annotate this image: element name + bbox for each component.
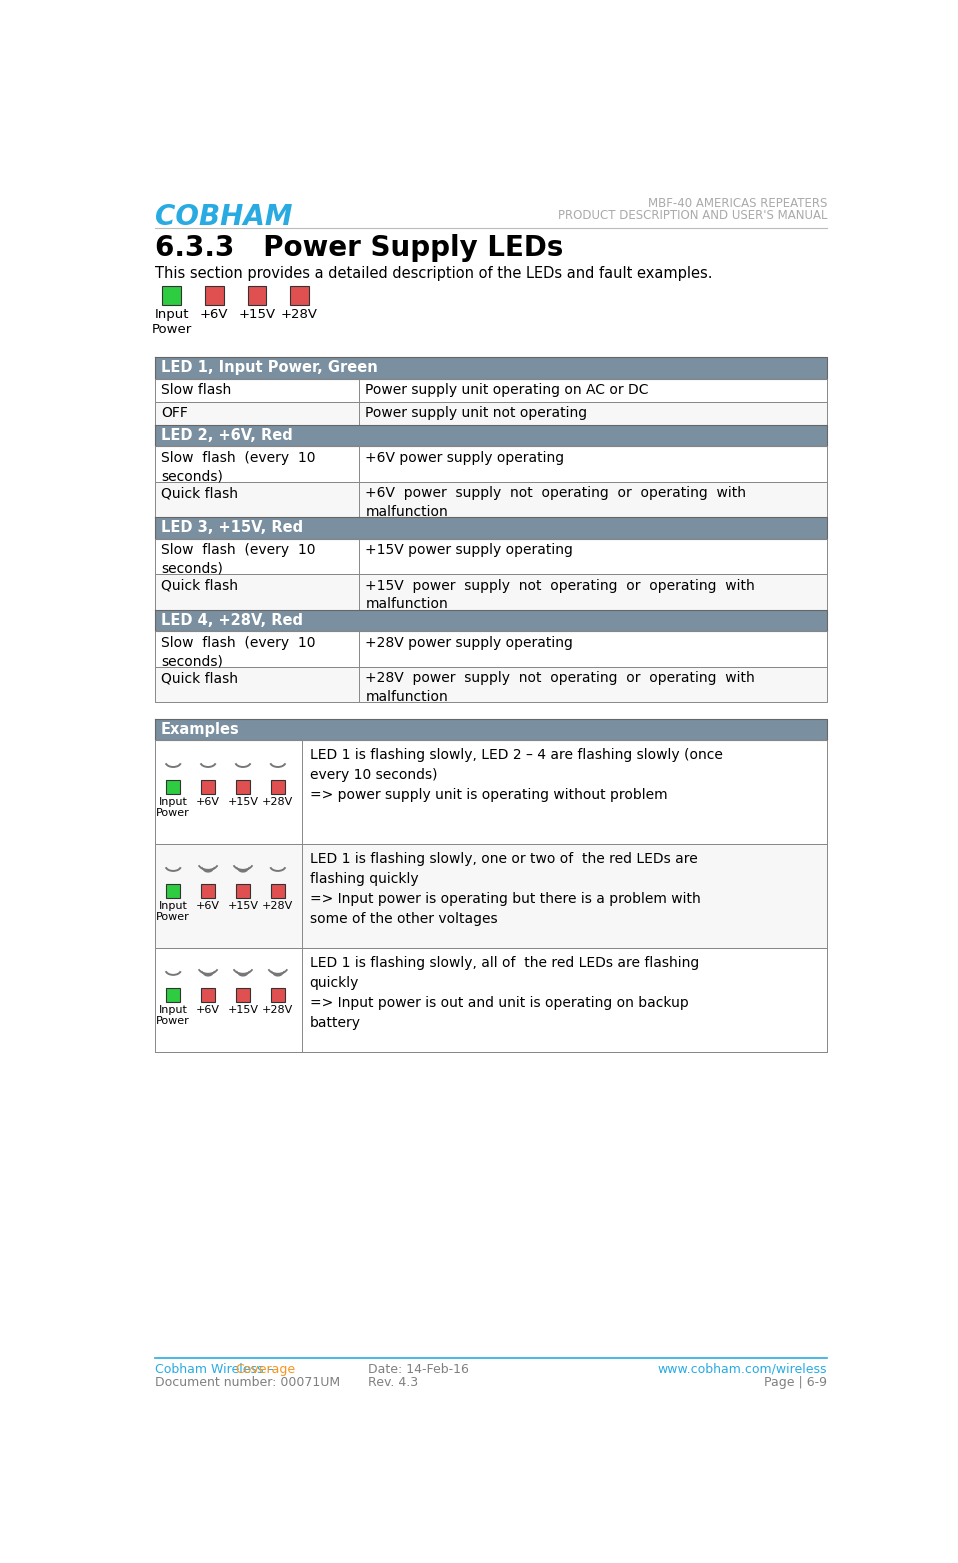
Text: Quick flash: Quick flash <box>161 671 238 685</box>
Text: Input
Power: Input Power <box>156 900 190 922</box>
Bar <box>154 447 828 481</box>
Text: +28V  power  supply  not  operating  or  operating  with
malfunction: +28V power supply not operating or opera… <box>365 671 755 703</box>
Text: Slow  flash  (every  10
seconds): Slow flash (every 10 seconds) <box>161 450 315 483</box>
Bar <box>236 885 250 899</box>
Text: OFF: OFF <box>161 406 188 420</box>
Bar <box>236 988 250 1002</box>
Bar <box>154 402 828 425</box>
Text: +6V power supply operating: +6V power supply operating <box>365 450 564 464</box>
Text: COBHAM: COBHAM <box>154 203 292 231</box>
Text: Quick flash: Quick flash <box>161 578 238 592</box>
Bar <box>290 286 308 305</box>
Text: Page | 6-9: Page | 6-9 <box>764 1377 828 1390</box>
Text: Document number: 00071UM: Document number: 00071UM <box>154 1377 340 1390</box>
Text: Cobham Wireless –: Cobham Wireless – <box>154 1363 278 1375</box>
Bar <box>201 780 216 794</box>
Bar <box>154 719 828 741</box>
Bar <box>236 780 250 794</box>
Text: Power supply unit not operating: Power supply unit not operating <box>365 406 587 420</box>
Bar <box>271 885 285 899</box>
Text: +6V: +6V <box>196 1005 220 1014</box>
Bar <box>247 286 266 305</box>
Text: LED 1 is flashing slowly, one or two of  the red LEDs are
flashing quickly
=> In: LED 1 is flashing slowly, one or two of … <box>309 852 700 927</box>
Bar <box>154 425 828 447</box>
Text: Rev. 4.3: Rev. 4.3 <box>368 1377 418 1390</box>
Text: 6.3.3   Power Supply LEDs: 6.3.3 Power Supply LEDs <box>154 234 563 261</box>
Text: LED 4, +28V, Red: LED 4, +28V, Red <box>161 613 303 628</box>
Bar <box>162 286 181 305</box>
Text: +15V  power  supply  not  operating  or  operating  with
malfunction: +15V power supply not operating or opera… <box>365 578 755 611</box>
Text: +15V: +15V <box>227 797 259 807</box>
Bar <box>271 988 285 1002</box>
Text: MBF-40 AMERICAS REPEATERS: MBF-40 AMERICAS REPEATERS <box>648 197 828 209</box>
Text: +6V  power  supply  not  operating  or  operating  with
malfunction: +6V power supply not operating or operat… <box>365 486 746 519</box>
Text: Input
Power: Input Power <box>151 308 192 336</box>
Text: LED 1 is flashing slowly, LED 2 – 4 are flashing slowly (once
every 10 seconds)
: LED 1 is flashing slowly, LED 2 – 4 are … <box>309 749 722 802</box>
Text: Slow flash: Slow flash <box>161 383 231 397</box>
Bar <box>201 885 216 899</box>
Bar <box>167 780 180 794</box>
Text: LED 1, Input Power, Green: LED 1, Input Power, Green <box>161 359 377 375</box>
Bar <box>167 988 180 1002</box>
Text: PRODUCT DESCRIPTION AND USER'S MANUAL: PRODUCT DESCRIPTION AND USER'S MANUAL <box>558 209 828 222</box>
Bar <box>154 574 828 610</box>
Text: www.cobham.com/wireless: www.cobham.com/wireless <box>658 1363 828 1375</box>
Bar <box>154 666 828 702</box>
Text: This section provides a detailed description of the LEDs and fault examples.: This section provides a detailed descrip… <box>154 266 712 281</box>
Bar <box>154 631 828 666</box>
Text: +28V power supply operating: +28V power supply operating <box>365 636 573 650</box>
Text: LED 1 is flashing slowly, all of  the red LEDs are flashing
quickly
=> Input pow: LED 1 is flashing slowly, all of the red… <box>309 957 699 1030</box>
Bar <box>154 610 828 631</box>
Bar <box>154 539 828 574</box>
Bar <box>154 356 828 378</box>
Bar <box>201 988 216 1002</box>
Bar <box>154 949 828 1052</box>
Text: LED 3, +15V, Red: LED 3, +15V, Red <box>161 520 303 536</box>
Bar <box>167 885 180 899</box>
Text: +15V: +15V <box>239 308 276 320</box>
Bar <box>154 481 828 517</box>
Text: +15V: +15V <box>227 900 259 911</box>
Text: Slow  flash  (every  10
seconds): Slow flash (every 10 seconds) <box>161 636 315 667</box>
Text: Input
Power: Input Power <box>156 797 190 817</box>
Text: LED 2, +6V, Red: LED 2, +6V, Red <box>161 428 292 442</box>
Text: +6V: +6V <box>196 900 220 911</box>
Text: Quick flash: Quick flash <box>161 486 238 500</box>
Text: +6V: +6V <box>196 797 220 807</box>
Text: +28V: +28V <box>262 797 293 807</box>
Text: +28V: +28V <box>262 900 293 911</box>
Bar <box>154 741 828 844</box>
Bar <box>271 780 285 794</box>
Text: +15V: +15V <box>227 1005 259 1014</box>
Bar <box>205 286 223 305</box>
Text: +15V power supply operating: +15V power supply operating <box>365 544 573 558</box>
Text: Examples: Examples <box>161 722 240 738</box>
Bar <box>154 844 828 949</box>
Text: Input
Power: Input Power <box>156 1005 190 1027</box>
Text: +6V: +6V <box>200 308 229 320</box>
Text: +28V: +28V <box>262 1005 293 1014</box>
Bar <box>154 378 828 402</box>
Bar <box>154 517 828 539</box>
Text: +28V: +28V <box>281 308 318 320</box>
Text: Date: 14-Feb-16: Date: 14-Feb-16 <box>368 1363 468 1375</box>
Text: Slow  flash  (every  10
seconds): Slow flash (every 10 seconds) <box>161 544 315 575</box>
Text: Coverage: Coverage <box>236 1363 295 1375</box>
Text: Power supply unit operating on AC or DC: Power supply unit operating on AC or DC <box>365 383 649 397</box>
